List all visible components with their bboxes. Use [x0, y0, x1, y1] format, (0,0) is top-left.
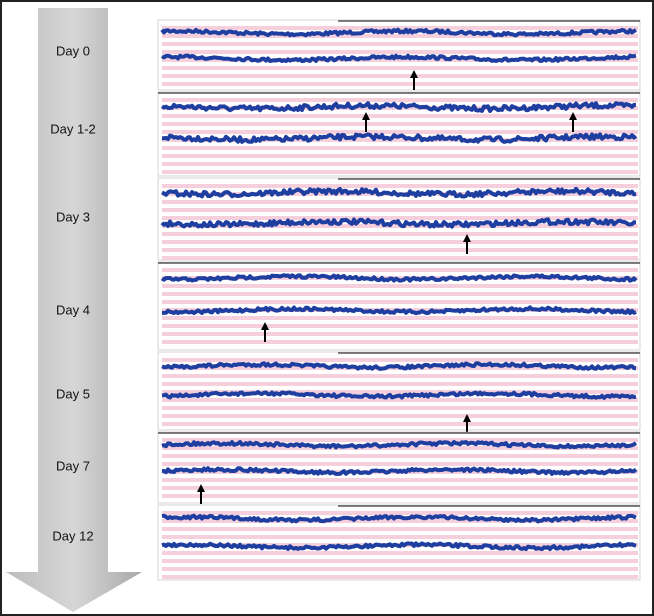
pink-band — [162, 527, 638, 531]
pink-band — [162, 284, 638, 288]
pink-band — [162, 98, 638, 102]
pink-band — [162, 494, 638, 498]
pink-band — [162, 170, 638, 174]
pink-band — [162, 551, 638, 555]
pink-band — [162, 300, 638, 304]
day-label: Day 5 — [56, 386, 90, 401]
pink-band — [162, 358, 638, 362]
pink-band — [162, 374, 638, 378]
day-label: Day 12 — [52, 528, 93, 543]
pink-band — [162, 114, 638, 118]
panel-bg — [158, 262, 640, 350]
pink-band — [162, 422, 638, 426]
pink-band — [162, 82, 638, 86]
pink-band — [162, 398, 638, 402]
pink-band — [162, 256, 638, 260]
pink-band — [162, 200, 638, 204]
pink-band — [162, 42, 638, 46]
pink-band — [162, 240, 638, 244]
panels — [158, 20, 640, 580]
pink-band — [162, 567, 638, 571]
pink-band — [162, 382, 638, 386]
pink-band — [162, 292, 638, 296]
day-label: Day 4 — [56, 302, 90, 317]
pink-band — [162, 462, 638, 466]
day-label: Day 3 — [56, 209, 90, 224]
pink-band — [162, 122, 638, 126]
pink-band — [162, 208, 638, 212]
pink-band — [162, 154, 638, 158]
pink-band — [162, 414, 638, 418]
pink-band — [162, 248, 638, 252]
pink-band — [162, 575, 638, 579]
day-label: Day 0 — [56, 43, 90, 58]
pink-band — [162, 332, 638, 336]
day-label: Day 1-2 — [50, 121, 96, 136]
pink-band — [162, 559, 638, 563]
pink-band — [162, 454, 638, 458]
figure: Day 0 Day 1-2 Day 3 Day 4 Day 5 Day 7 Day 12 — [0, 0, 654, 616]
pink-band — [162, 316, 638, 320]
pink-band — [162, 268, 638, 272]
pink-band — [162, 535, 638, 539]
pink-band — [162, 184, 638, 188]
pink-band — [162, 406, 638, 410]
pink-band — [162, 340, 638, 344]
day-label: Day 7 — [56, 458, 90, 473]
pink-band — [162, 232, 638, 236]
pink-band — [162, 478, 638, 482]
pink-band — [162, 50, 638, 54]
pink-band — [162, 324, 638, 328]
pink-band — [162, 146, 638, 150]
pink-band — [162, 66, 638, 70]
pink-band — [162, 74, 638, 78]
pink-band — [162, 486, 638, 490]
pink-band — [162, 511, 638, 515]
pink-band — [162, 162, 638, 166]
